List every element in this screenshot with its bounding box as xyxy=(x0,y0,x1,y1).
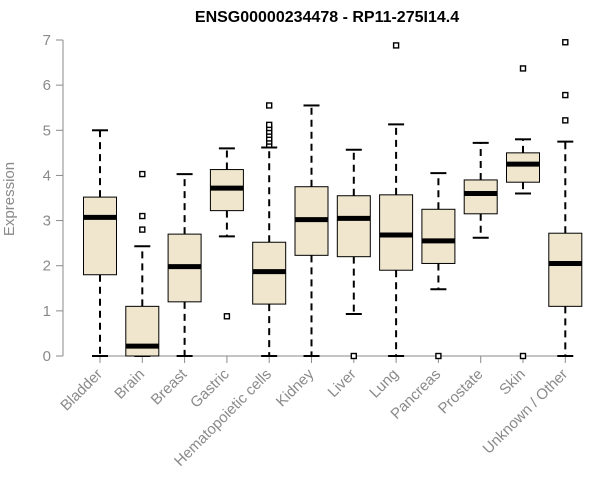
y-tick-label: 5 xyxy=(43,122,51,139)
box xyxy=(421,208,456,264)
y-tick-label: 1 xyxy=(43,303,51,320)
boxplot-bladder xyxy=(83,129,117,357)
box xyxy=(336,195,371,258)
chart-title: ENSG00000234478 - RP11-275I14.4 xyxy=(195,9,459,26)
boxplots xyxy=(83,39,583,360)
outlier-point xyxy=(139,212,146,220)
box xyxy=(506,152,540,183)
box xyxy=(83,196,117,276)
y-axis-label: Expression xyxy=(1,162,18,236)
y-tick-label: 7 xyxy=(43,32,51,49)
y-tick-label: 3 xyxy=(43,213,51,230)
boxplot-hematopoietic-cells xyxy=(252,102,287,357)
box xyxy=(463,179,498,215)
outlier-point xyxy=(266,102,273,109)
outlier-point xyxy=(562,117,569,124)
y-tick-label: 0 xyxy=(43,348,51,365)
boxplot-pancreas xyxy=(421,172,456,360)
outlier-point xyxy=(435,352,442,360)
y-tick-label: 2 xyxy=(43,258,51,275)
y-tick-label: 6 xyxy=(43,77,51,94)
x-tick-label: Kidney xyxy=(273,365,318,410)
boxplot-skin xyxy=(506,65,540,360)
x-tick-label: Skin xyxy=(496,366,529,399)
outlier-point xyxy=(139,170,146,178)
boxplot-kidney xyxy=(294,104,329,357)
outlier-point xyxy=(562,91,569,99)
boxplot-liver xyxy=(336,148,371,360)
boxplot-prostate xyxy=(463,141,498,239)
boxplot-brain xyxy=(125,170,160,357)
y-axis: 0 1 2 3 4 5 6 7 xyxy=(43,32,64,365)
outlier-point xyxy=(266,121,273,129)
boxplot-gastric xyxy=(209,147,244,320)
boxplot-unknown-other xyxy=(548,39,583,357)
outlier-point xyxy=(562,39,569,46)
x-tick-label: Prostate xyxy=(435,366,487,418)
outlier-point xyxy=(519,65,527,72)
boxplot-lung xyxy=(379,42,414,357)
outlier-point xyxy=(519,352,527,360)
x-tick-label: Breast xyxy=(148,365,191,408)
boxplot-breast xyxy=(167,173,202,357)
x-tick-label: Bladder xyxy=(57,366,106,415)
x-tick-label: Brain xyxy=(111,366,148,403)
outlier-point xyxy=(139,226,146,233)
outlier-point xyxy=(392,42,400,49)
x-tick-label: Liver xyxy=(325,366,360,401)
box xyxy=(548,232,583,307)
outlier-point xyxy=(350,352,357,360)
x-tick-label: Lung xyxy=(366,366,402,402)
outlier-point xyxy=(223,313,231,320)
y-tick-label: 4 xyxy=(43,167,51,184)
